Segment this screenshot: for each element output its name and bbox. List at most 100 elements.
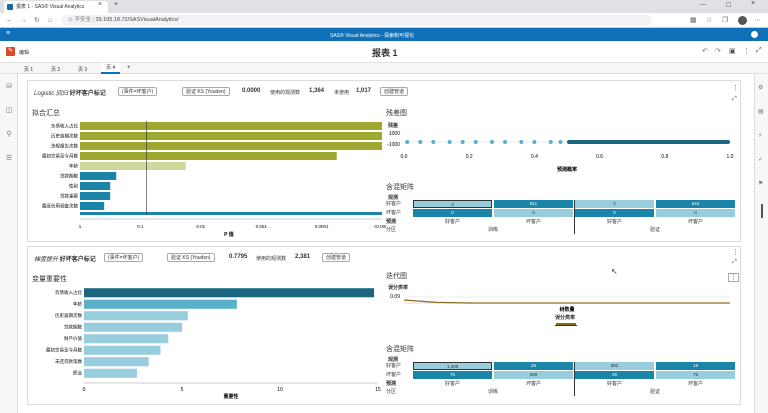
tab-page-1[interactable]: 页 1 <box>24 67 34 73</box>
importance-bar[interactable] <box>84 368 137 378</box>
model2-event-button[interactable]: (事件=坏客户) <box>104 253 144 262</box>
edit-pencil-icon[interactable]: ✎ <box>6 47 15 56</box>
cm2-cell[interactable]: 569 <box>494 371 573 379</box>
imp-category-label: 年龄 <box>73 301 82 308</box>
fit-bar[interactable] <box>80 172 117 180</box>
reload-icon[interactable]: ↻ <box>34 17 40 24</box>
back-icon[interactable]: ← <box>6 17 13 24</box>
importance-bar[interactable] <box>84 299 237 309</box>
window-close-icon[interactable]: × <box>751 0 756 7</box>
iteration-chart: 0.09 树数量 <box>390 294 730 313</box>
model1-pipeline-button[interactable]: 创建管道 <box>380 87 409 96</box>
cm2-cell[interactable]: 75 <box>413 371 492 379</box>
imp-category-label: 职业 <box>73 370 82 377</box>
home-icon[interactable]: ⌂ <box>48 17 53 24</box>
fit-bar[interactable] <box>80 152 337 160</box>
cm2-cell[interactable]: 19 <box>656 362 735 370</box>
minimize-icon[interactable]: — <box>700 2 706 8</box>
add-page-button[interactable]: + <box>127 65 131 71</box>
tab-close-icon[interactable]: × <box>98 1 103 8</box>
extension-icon[interactable]: ▦ <box>690 17 697 24</box>
save-icon[interactable]: ▣ <box>729 48 736 55</box>
cm1-cell[interactable]: 3 <box>413 200 492 208</box>
cm2-cell[interactable]: 26 <box>494 362 573 370</box>
tab-page-4[interactable]: 页 4 <box>101 63 121 74</box>
data-pane-icon[interactable]: ⛁ <box>6 83 12 90</box>
importance-title: 变量重要性 <box>32 276 67 283</box>
importance-bar[interactable] <box>84 311 188 321</box>
cm2-pred-col: 好客户 <box>444 381 460 387</box>
pane-resize-handle[interactable] <box>761 204 763 218</box>
new-tab-button[interactable]: + <box>114 1 119 8</box>
cm1-cell[interactable]: 0 <box>413 209 492 217</box>
iter-legend-swatch <box>556 323 576 325</box>
fit-bar[interactable] <box>80 142 382 150</box>
filters-pane-icon[interactable]: ⚑ <box>758 181 764 187</box>
redo-icon[interactable]: ↷ <box>715 48 721 55</box>
roles-pane-icon[interactable]: ▤ <box>758 109 764 115</box>
objects-pane-icon[interactable]: ◫ <box>5 107 13 114</box>
model2-pipeline-button[interactable]: 创建管道 <box>322 253 351 262</box>
model1-ks-button[interactable]: 验证 KS (Youden) <box>182 87 230 96</box>
star-icon[interactable]: ☆ <box>706 17 713 24</box>
options-pane-icon[interactable]: ⚙ <box>758 85 764 91</box>
menu-dots-icon[interactable]: ⋯ <box>754 17 761 24</box>
cm1-cell[interactable]: 0 <box>575 209 654 217</box>
suggestions-pane-icon[interactable]: ⚲ <box>6 131 12 138</box>
model2-ks-button[interactable]: 验证 KS (Youden) <box>167 253 215 262</box>
cm2-cell[interactable]: 45 <box>575 371 654 379</box>
user-avatar[interactable] <box>751 31 758 38</box>
collections-icon[interactable]: ❐ <box>722 17 729 24</box>
maximize-icon[interactable]: ☐ <box>726 3 732 9</box>
model1-maximize-icon[interactable]: ⤢ <box>732 96 737 102</box>
iteration-more-icon[interactable]: ⋮ <box>728 273 739 282</box>
browser-tab[interactable]: 报表 1 - SAS® Visual Analytics <box>4 1 108 13</box>
cm1-part: 验证 <box>649 227 660 233</box>
gradient-boost-panel: 梯度提升 好坏客户标记 (事件=坏客户) 验证 KS (Youden) 0.77… <box>27 246 741 405</box>
fit-bar[interactable] <box>80 182 111 190</box>
fit-bar[interactable] <box>80 122 382 130</box>
model2-more-icon[interactable]: ⋮ <box>732 249 739 256</box>
importance-bar[interactable] <box>84 357 149 367</box>
cm2-cell[interactable]: 75 <box>656 371 735 379</box>
cm1-cell[interactable]: 0 <box>656 209 735 217</box>
profile-avatar[interactable] <box>738 16 747 25</box>
model1-event-button[interactable]: (事件=坏客户) <box>118 87 158 96</box>
importance-bar[interactable] <box>84 345 161 355</box>
importance-bar[interactable] <box>84 322 182 332</box>
more-menu-icon[interactable]: ⋮ <box>743 48 750 55</box>
cm2-row-label: 好客户 <box>386 363 402 369</box>
url-field[interactable]: ⚠ 不安全 | 39.105.18.72/SASVisualAnalytics/ <box>62 15 652 26</box>
fit-bar[interactable] <box>80 162 186 170</box>
importance-bar[interactable] <box>84 334 169 344</box>
fit-bar[interactable] <box>80 202 105 210</box>
cm1-cell[interactable]: 0 <box>494 209 573 217</box>
rules-pane-icon[interactable]: ✓ <box>758 157 764 163</box>
edit-label[interactable]: 编辑 <box>19 50 30 56</box>
importance-bar[interactable] <box>84 288 375 298</box>
tab-page-3[interactable]: 页 3 <box>78 67 88 73</box>
hamburger-menu-icon[interactable]: ≡ <box>6 30 11 37</box>
outline-pane-icon[interactable]: ☰ <box>5 155 13 162</box>
model1-obs-used: 1,364 <box>309 88 325 94</box>
model2-maximize-icon[interactable]: ⤢ <box>732 259 737 265</box>
model2-target: 好坏客户标记 <box>59 257 96 263</box>
cm1-cell[interactable]: 544 <box>656 200 735 208</box>
actions-pane-icon[interactable]: ⚡ <box>758 133 763 139</box>
cm2-cell[interactable]: 882 <box>575 362 654 370</box>
model1-more-icon[interactable]: ⋮ <box>732 85 739 92</box>
fit-category-label: 贷款金额 <box>60 193 78 200</box>
cm1-cell[interactable]: 2 <box>575 200 654 208</box>
cm2-grid: 好客户 1,308 26 882 19 坏客户 75 569 45 75 预测 好客户 坏客户 好客户 坏客… <box>384 362 736 402</box>
cm2-cell[interactable]: 1,308 <box>413 362 492 370</box>
cm1-cell[interactable]: 811 <box>494 200 573 208</box>
fit-screen-icon[interactable]: ⤢ <box>756 47 762 54</box>
tab-page-2[interactable]: 页 2 <box>51 67 61 73</box>
browser-tab-bar: 报表 1 - SAS® Visual Analytics × + — ☐ × <box>0 0 768 13</box>
forward-icon[interactable]: → <box>20 17 27 24</box>
undo-icon[interactable]: ↶ <box>702 48 708 55</box>
imp-category-label: 最初交易至今月数 <box>46 347 82 354</box>
fit-bar[interactable] <box>80 192 111 200</box>
fit-bar[interactable] <box>80 132 382 140</box>
